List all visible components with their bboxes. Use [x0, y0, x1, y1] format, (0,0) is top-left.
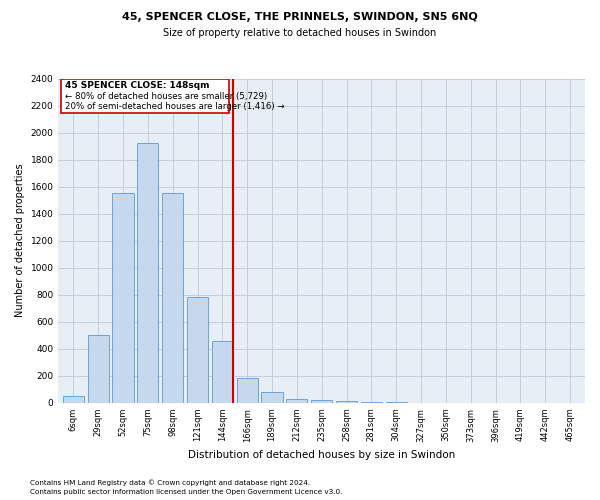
- Bar: [137, 144, 158, 403]
- Bar: [286, 400, 307, 403]
- Text: 45, SPENCER CLOSE, THE PRINNELS, SWINDON, SN5 6NQ: 45, SPENCER CLOSE, THE PRINNELS, SWINDON…: [122, 12, 478, 22]
- Bar: [311, 400, 332, 403]
- Y-axis label: Number of detached properties: Number of detached properties: [15, 164, 25, 318]
- Bar: [336, 402, 357, 403]
- Text: ← 80% of detached houses are smaller (5,729): ← 80% of detached houses are smaller (5,…: [65, 92, 267, 101]
- Bar: [187, 298, 208, 403]
- Bar: [262, 392, 283, 403]
- FancyBboxPatch shape: [61, 79, 229, 113]
- Bar: [162, 194, 183, 403]
- Text: Contains HM Land Registry data © Crown copyright and database right 2024.: Contains HM Land Registry data © Crown c…: [30, 480, 310, 486]
- Bar: [63, 396, 84, 403]
- Text: 45 SPENCER CLOSE: 148sqm: 45 SPENCER CLOSE: 148sqm: [65, 82, 209, 90]
- Bar: [88, 335, 109, 403]
- Bar: [236, 378, 258, 403]
- Bar: [361, 402, 382, 403]
- Bar: [212, 340, 233, 403]
- X-axis label: Distribution of detached houses by size in Swindon: Distribution of detached houses by size …: [188, 450, 455, 460]
- Text: Size of property relative to detached houses in Swindon: Size of property relative to detached ho…: [163, 28, 437, 38]
- Bar: [112, 194, 134, 403]
- Text: 20% of semi-detached houses are larger (1,416) →: 20% of semi-detached houses are larger (…: [65, 102, 285, 110]
- Text: Contains public sector information licensed under the Open Government Licence v3: Contains public sector information licen…: [30, 489, 343, 495]
